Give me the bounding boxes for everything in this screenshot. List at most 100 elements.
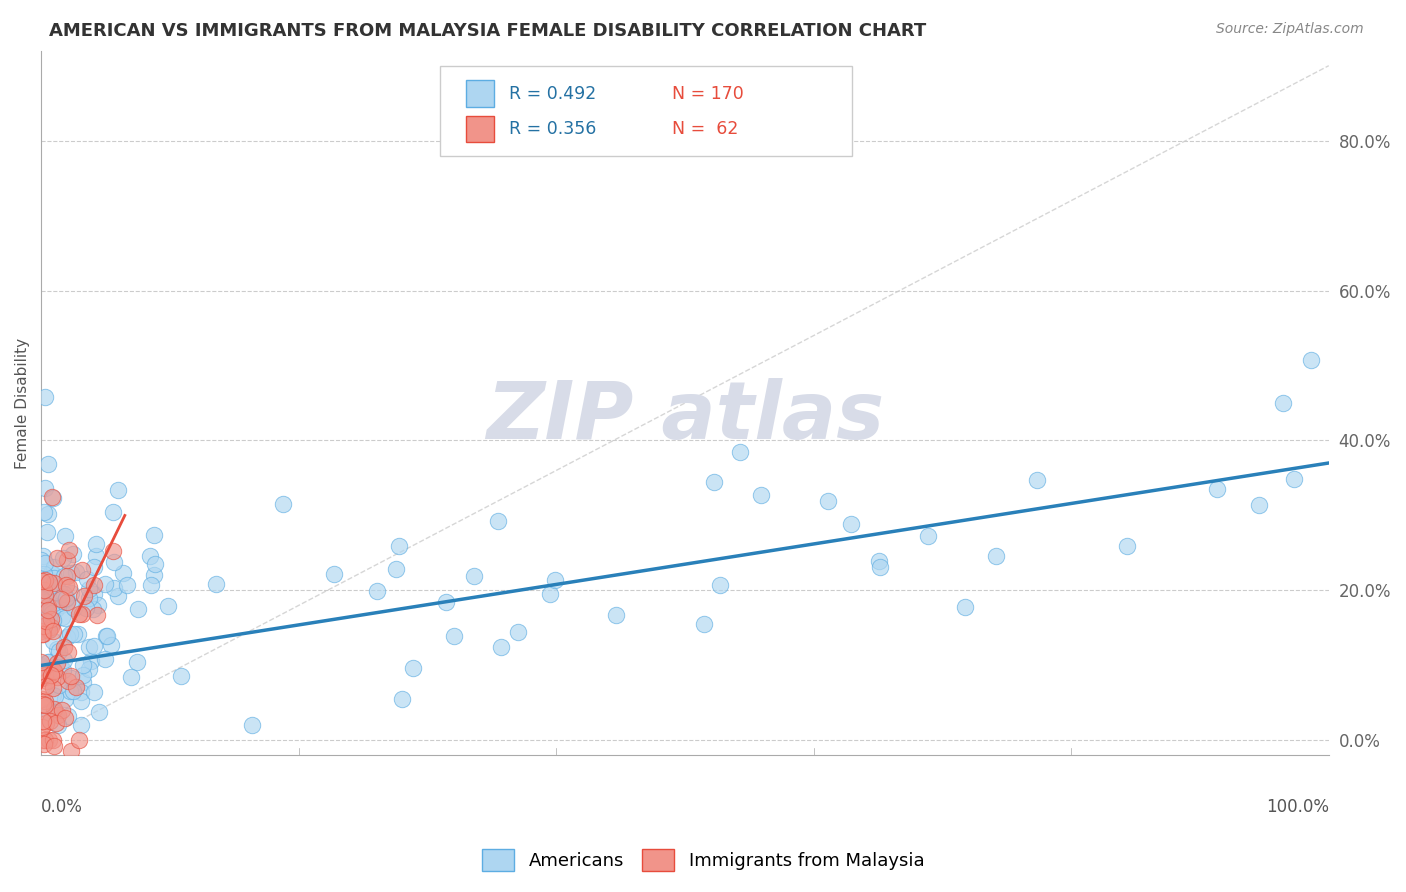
Point	[39, 566, 62, 580]
Point	[30, 655, 52, 669]
Point	[39, 612, 62, 626]
Point	[434, 595, 457, 609]
Point	[46, 718, 69, 732]
Point	[72, 657, 94, 672]
Point	[443, 630, 465, 644]
Point	[42, 613, 65, 627]
Point	[44, 689, 66, 703]
Point	[83, 560, 105, 574]
Point	[37, 599, 59, 613]
Point	[31, 671, 53, 685]
Point	[46, 551, 69, 566]
Point	[59, 566, 82, 580]
Point	[240, 718, 263, 732]
Point	[703, 475, 725, 489]
Point	[103, 581, 125, 595]
Point	[53, 692, 76, 706]
Point	[39, 579, 62, 593]
Point	[32, 583, 55, 598]
Point	[35, 525, 58, 540]
Point	[32, 714, 55, 728]
Point	[56, 552, 79, 566]
Point	[38, 655, 60, 669]
Point	[30, 591, 52, 605]
Point	[70, 718, 93, 732]
Point	[65, 565, 87, 579]
Point	[82, 602, 104, 616]
Point	[37, 601, 59, 615]
Point	[38, 706, 60, 720]
Point	[817, 493, 839, 508]
Point	[58, 543, 80, 558]
Point	[34, 589, 56, 603]
Point	[48, 643, 70, 657]
Point	[31, 622, 53, 636]
Point	[463, 569, 485, 583]
Bar	[465, 115, 495, 143]
Point	[48, 708, 70, 723]
Text: 100.0%: 100.0%	[1265, 797, 1329, 815]
Point	[322, 566, 344, 581]
Point	[30, 624, 52, 638]
Point	[45, 656, 67, 670]
Point	[605, 608, 627, 623]
Point	[145, 557, 167, 571]
Point	[62, 547, 84, 561]
Point	[45, 716, 67, 731]
Point	[30, 553, 52, 567]
Point	[142, 568, 165, 582]
Point	[100, 638, 122, 652]
Point	[65, 680, 87, 694]
Point	[49, 598, 72, 612]
Point	[51, 703, 73, 717]
Point	[41, 664, 63, 678]
Point	[749, 488, 772, 502]
Point	[44, 585, 66, 599]
Point	[35, 668, 58, 682]
Point	[366, 583, 388, 598]
Point	[31, 627, 53, 641]
Point	[94, 576, 117, 591]
Point	[55, 591, 77, 606]
Point	[35, 716, 58, 731]
Point	[544, 573, 567, 587]
Point	[693, 617, 716, 632]
Point	[32, 618, 55, 632]
Point	[955, 599, 977, 614]
Point	[32, 578, 55, 592]
Point	[42, 702, 65, 716]
Point	[77, 582, 100, 596]
Point	[72, 667, 94, 681]
Point	[39, 668, 62, 682]
Point	[31, 604, 53, 618]
Point	[120, 670, 142, 684]
Text: ZIP atlas: ZIP atlas	[486, 378, 884, 456]
Point	[42, 571, 65, 585]
Point	[31, 574, 53, 589]
Point	[38, 623, 60, 637]
Point	[35, 596, 58, 610]
Point	[42, 491, 65, 505]
Point	[37, 570, 59, 584]
Point	[67, 732, 90, 747]
Point	[37, 655, 59, 669]
Point	[1301, 352, 1323, 367]
Point	[486, 514, 509, 528]
Point	[34, 733, 56, 747]
Point	[37, 621, 59, 635]
Point	[157, 599, 180, 613]
Point	[41, 490, 63, 504]
Point	[32, 566, 55, 581]
Point	[32, 663, 55, 677]
Point	[1271, 396, 1294, 410]
Point	[489, 640, 512, 654]
Point	[83, 685, 105, 699]
Point	[709, 578, 731, 592]
Point	[55, 630, 77, 644]
Point	[42, 733, 65, 747]
Point	[52, 663, 75, 677]
Point	[35, 670, 58, 684]
Text: R = 0.492: R = 0.492	[509, 85, 596, 103]
Point	[53, 610, 76, 624]
Point	[41, 620, 63, 634]
